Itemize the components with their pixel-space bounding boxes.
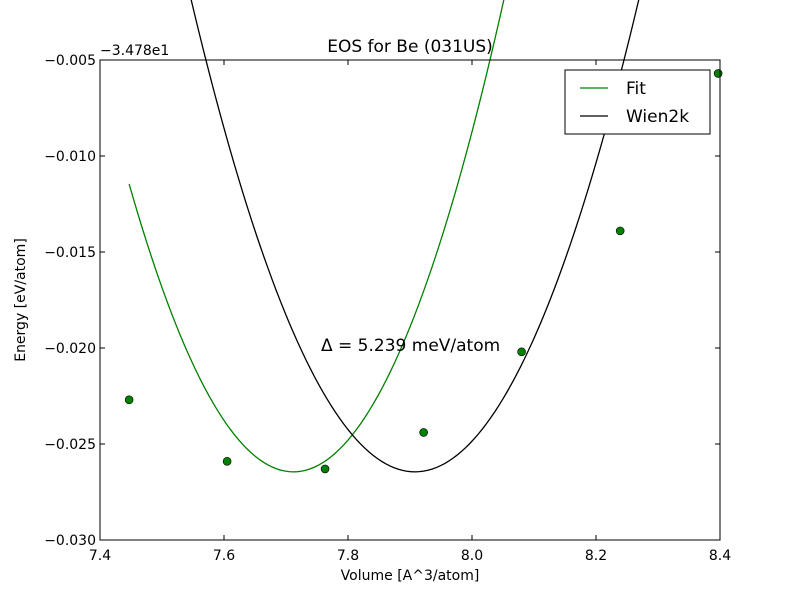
legend-wien2k-label: Wien2k bbox=[626, 107, 689, 127]
y-tick-label: −0.005 bbox=[44, 53, 96, 69]
y-tick-label: −0.030 bbox=[44, 533, 96, 549]
legend-box bbox=[564, 69, 711, 135]
data-point-fit bbox=[222, 456, 232, 466]
data-point-fit bbox=[713, 69, 723, 78]
data-point-fit bbox=[517, 347, 526, 357]
x-tick-label: 8.2 bbox=[585, 548, 607, 564]
legend-fit-label: Fit bbox=[626, 79, 646, 99]
chart-title: EOS for Be (031US) bbox=[327, 37, 493, 57]
x-tick-label: 7.6 bbox=[213, 548, 235, 564]
data-point-fit bbox=[124, 395, 134, 405]
data-point-fit bbox=[419, 428, 428, 437]
delta-annotation: Δ = 5.239 meV/atom bbox=[321, 336, 500, 356]
y-tick-label: −0.010 bbox=[44, 149, 96, 165]
x-axis-label: Volume [A^3/atom] bbox=[341, 568, 480, 584]
legend: Fit Wien2k bbox=[564, 69, 711, 135]
y-tick-label: −0.020 bbox=[44, 341, 96, 357]
data-point-fit bbox=[320, 464, 330, 474]
y-offset-label: −3.478e1 bbox=[100, 43, 169, 59]
y-tick-label: −0.025 bbox=[44, 437, 96, 453]
plot-frame bbox=[99, 59, 721, 541]
y-axis-label: Energy [eV/atom] bbox=[13, 238, 29, 362]
x-tick-label: 8.4 bbox=[709, 548, 731, 564]
data-point-fit bbox=[615, 226, 625, 236]
series-line-fit bbox=[128, 0, 505, 473]
x-tick-label: 7.4 bbox=[89, 548, 111, 564]
y-tick-label: −0.015 bbox=[44, 245, 96, 261]
x-tick-label: 7.8 bbox=[337, 548, 359, 564]
x-tick-label: 8.0 bbox=[461, 548, 483, 564]
